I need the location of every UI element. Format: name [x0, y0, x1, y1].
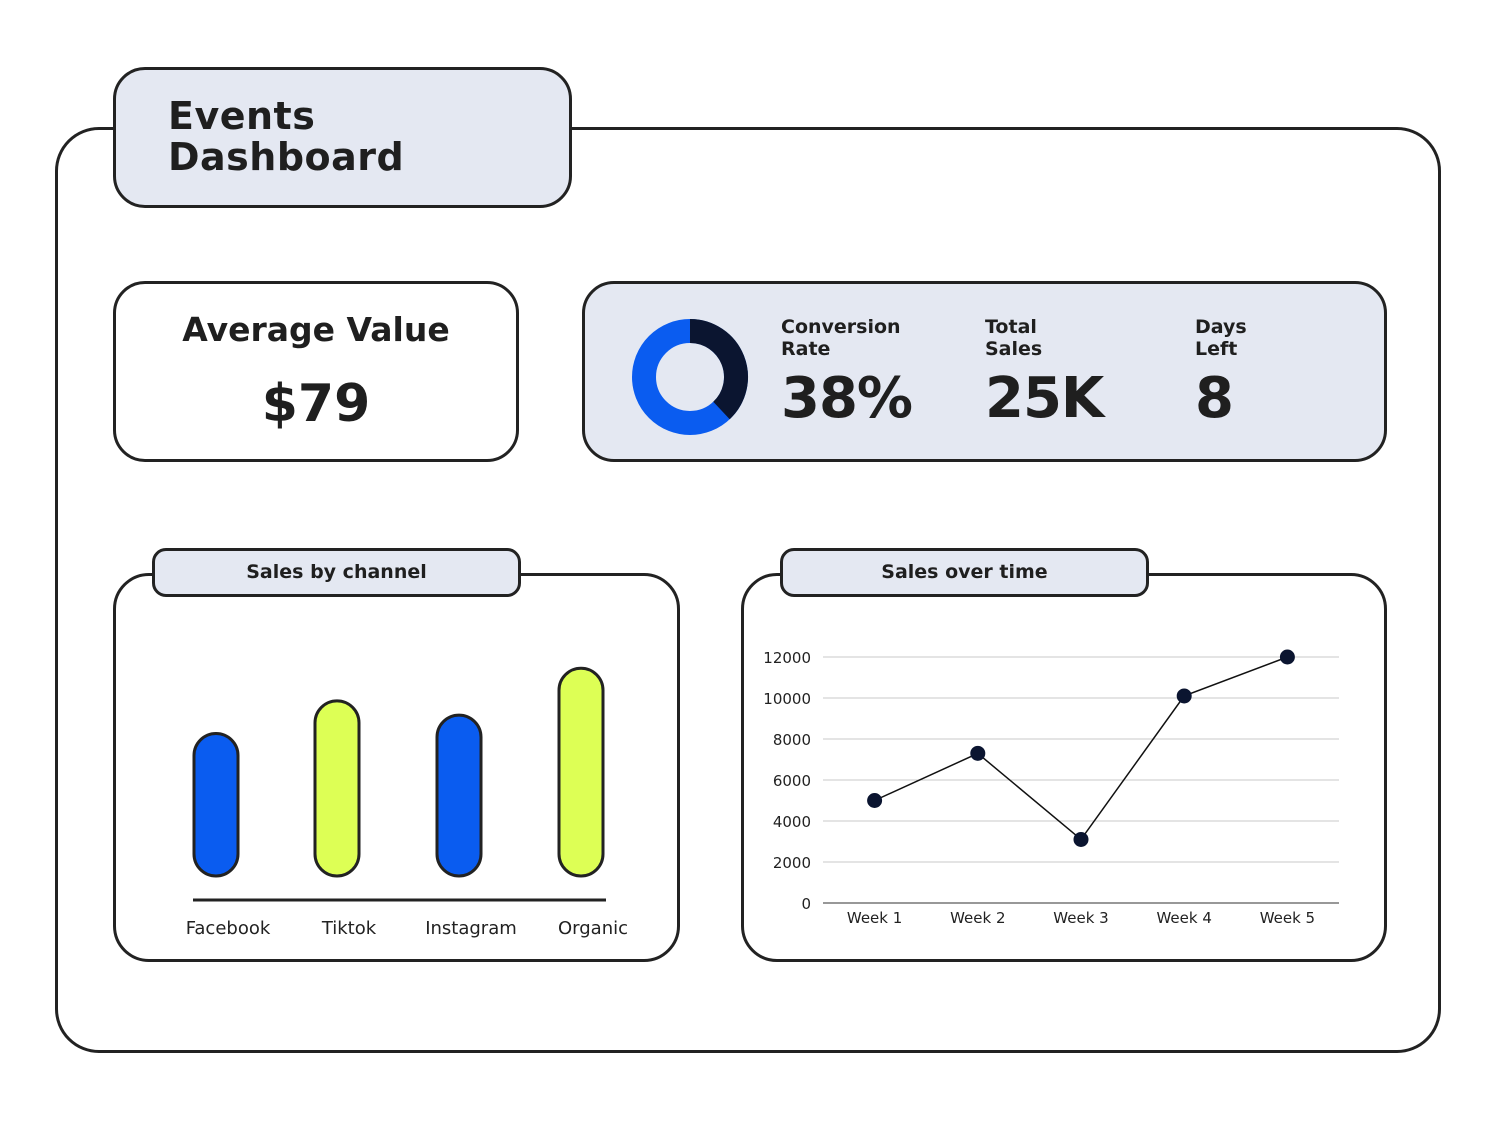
bar-tiktok [313, 699, 361, 878]
bar-facebook [192, 731, 240, 878]
days-left-stat: Days Left 8 [1195, 316, 1275, 431]
point-week-2 [970, 745, 986, 761]
point-week-1 [867, 793, 883, 808]
page-title: Events Dashboard [168, 94, 405, 179]
x-tick-week-5: Week 5 [1260, 909, 1315, 927]
average-value: $79 [261, 374, 371, 434]
conversion-rate-label: Conversion Rate [781, 316, 901, 360]
total-sales-label: Total Sales [985, 316, 1043, 360]
x-tick-week-4: Week 4 [1156, 909, 1211, 927]
sales-over-time-title: Sales over time [780, 548, 1149, 597]
days-left-value: 8 [1195, 366, 1234, 431]
bar-label-instagram: Instagram [425, 918, 517, 939]
y-tick-12000: 12000 [763, 649, 811, 667]
sales-by-channel-chart: Facebook Tiktok Instagram Organic [186, 666, 628, 939]
sales-over-time-chart: 0 2000 4000 6000 8000 10000 12000 Week 1 Week 2 W… [763, 649, 1339, 927]
sales-line [874, 656, 1288, 841]
total-sales-stat: Total Sales 25K [985, 316, 1104, 431]
stats-card: Conversion Rate 38% Total Sales 25K Days… [582, 281, 1387, 462]
title-tab: Events Dashboard [113, 67, 572, 208]
bar-label-organic: Organic [558, 918, 628, 939]
total-sales-value: 25K [985, 366, 1104, 431]
y-tick-2000: 2000 [773, 854, 811, 872]
point-week-3 [1073, 831, 1089, 847]
bar-organic [557, 666, 605, 878]
x-tick-week-1: Week 1 [847, 909, 902, 927]
y-tick-10000: 10000 [763, 690, 811, 708]
bar-label-tiktok: Tiktok [321, 918, 377, 939]
point-week-4 [1176, 688, 1192, 704]
conversion-rate-value: 38% [781, 366, 913, 431]
conversion-rate-stat: Conversion Rate 38% [781, 316, 921, 431]
sales-by-channel-title: Sales by channel [152, 548, 521, 597]
y-tick-4000: 4000 [773, 813, 811, 831]
y-tick-0: 0 [801, 895, 811, 913]
point-week-5 [1279, 649, 1295, 665]
bar-instagram [435, 713, 483, 878]
x-tick-week-2: Week 2 [950, 909, 1005, 927]
average-value-label: Average Value [182, 310, 450, 349]
sales-over-time-panel: 0 2000 4000 6000 8000 10000 12000 Week 1 Week 2 W… [741, 573, 1387, 962]
average-value-card: Average Value $79 [113, 281, 519, 462]
days-left-label: Days Left [1195, 316, 1247, 360]
conversion-donut [632, 319, 748, 435]
x-tick-week-3: Week 3 [1053, 909, 1108, 927]
bar-label-facebook: Facebook [186, 918, 271, 939]
y-tick-6000: 6000 [773, 772, 811, 790]
donut-conversion-arc [689, 319, 748, 420]
y-tick-8000: 8000 [773, 731, 811, 749]
sales-by-channel-panel: Facebook Tiktok Instagram Organic [113, 573, 680, 962]
